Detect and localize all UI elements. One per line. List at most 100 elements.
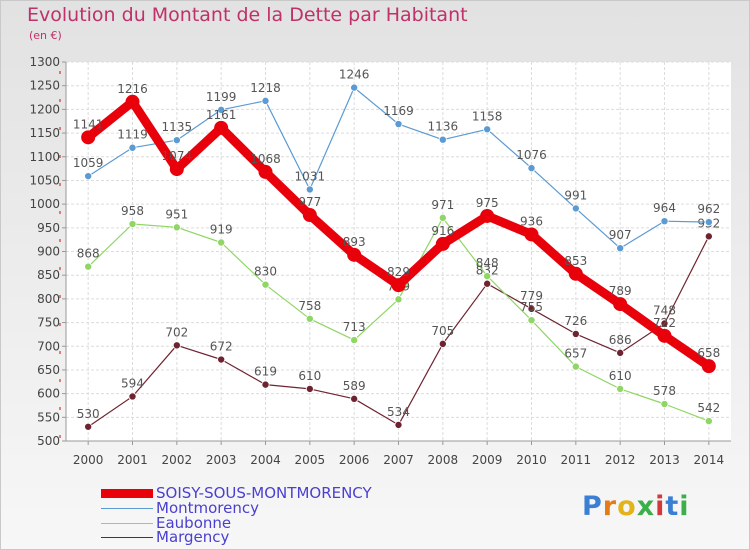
legend-swatch-margency [101,537,153,538]
data-point-eaubonne [527,316,536,325]
data-point-soisy-sous-montmorency [125,94,140,109]
data-point-eaubonne [394,295,403,304]
y-tick-label: 950 [37,221,60,235]
y-tick-label: 800 [37,292,60,306]
series-eaubonne: 8689589519198307587137999718487556576105… [77,198,720,426]
logo-letter: x [636,491,656,522]
data-point-montmorency [616,244,625,253]
data-label-eaubonne: 958 [121,204,144,218]
data-label-margency: 832 [476,264,499,278]
data-point-eaubonne [660,400,669,409]
data-label-montmorency: 1076 [516,148,547,162]
data-label-margency: 672 [210,340,233,354]
data-point-montmorency [350,83,359,92]
data-label-montmorency: 1031 [295,169,326,183]
data-label-eaubonne: 951 [165,207,188,221]
data-label-margency: 779 [520,289,543,303]
data-label-margency: 726 [564,314,587,328]
data-label-eaubonne: 830 [254,265,277,279]
data-label-soisy-sous-montmorency: 1161 [206,108,237,122]
data-label-eaubonne: 758 [298,299,321,313]
data-label-soisy-sous-montmorency: 936 [520,214,543,228]
data-point-eaubonne [483,272,492,281]
legend-label-soisy: SOISY-SOUS-MONTMORENCY [156,484,372,502]
data-label-soisy-sous-montmorency: 975 [476,196,499,210]
y-tick-label: 550 [37,410,60,424]
data-point-margency [350,394,359,403]
y-tick-label: 1150 [29,126,60,140]
data-label-soisy-sous-montmorency: 789 [609,284,632,298]
logo-letter: t [665,491,680,522]
x-tick-label: 2008 [428,453,459,467]
data-point-montmorency [305,185,314,194]
data-point-soisy-sous-montmorency [435,236,450,251]
data-point-soisy-sous-montmorency [81,130,96,145]
legend-item-margency: Margency [101,530,229,545]
data-label-margency: 610 [298,369,321,383]
data-point-eaubonne [217,238,226,247]
data-point-montmorency [172,136,181,145]
x-tick-label: 2004 [250,453,281,467]
data-point-montmorency [438,135,447,144]
data-label-eaubonne: 919 [210,222,233,236]
data-label-eaubonne: 657 [564,347,587,361]
data-point-soisy-sous-montmorency [524,227,539,242]
data-label-margency: 705 [431,324,454,338]
x-tick-label: 2010 [516,453,547,467]
legend-label-margency: Margency [156,528,230,546]
data-point-montmorency [527,164,536,173]
series-soisy-sous-montmorency: 1141 1216 1074 1161 1068 977 893 829 916 975 936 85… [73,82,720,374]
data-point-montmorency [394,120,403,129]
data-point-eaubonne [616,384,625,393]
data-point-eaubonne [261,280,270,289]
logo-letter: P [582,491,603,522]
data-label-montmorency: 1059 [73,156,104,170]
data-point-soisy-sous-montmorency [701,359,716,374]
data-point-eaubonne [350,336,359,345]
y-tick-label: 1000 [29,197,60,211]
data-label-margency: 589 [343,379,366,393]
data-label-soisy-sous-montmorency: 853 [564,254,587,268]
logo-letter: r [602,491,618,522]
data-label-montmorency: 964 [653,201,676,215]
data-label-soisy-sous-montmorency: 916 [431,224,454,238]
logo-letter: i [679,491,690,522]
y-tick-label: 1050 [29,173,60,187]
data-point-margency [394,420,403,429]
data-point-montmorency [128,143,137,152]
data-label-montmorency: 962 [697,202,720,216]
data-point-soisy-sous-montmorency [347,247,362,262]
data-point-margency [305,384,314,393]
legend-item-soisy: SOISY-SOUS-MONTMORENCY [101,486,372,501]
x-tick-label: 2014 [694,453,725,467]
y-tick-label: 1300 [29,55,60,69]
y-tick-label: 600 [37,387,60,401]
data-point-eaubonne [84,262,93,271]
data-point-soisy-sous-montmorency [214,120,229,135]
x-tick-label: 2005 [295,453,326,467]
data-label-montmorency: 1158 [472,109,503,123]
data-point-margency [438,339,447,348]
data-point-soisy-sous-montmorency [302,208,317,223]
x-tick-label: 2006 [339,453,370,467]
data-point-eaubonne [438,213,447,222]
data-label-montmorency: 1135 [162,120,193,134]
data-label-soisy-sous-montmorency: 1068 [250,152,281,166]
x-tick-label: 2013 [649,453,680,467]
x-tick-label: 2003 [206,453,237,467]
data-point-margency [704,232,713,241]
chart-title: Evolution du Montant de la Dette par Hab… [27,4,468,26]
data-label-margency: 702 [165,325,188,339]
data-label-soisy-sous-montmorency: 1141 [73,117,104,131]
x-tick-label: 2011 [561,453,592,467]
data-point-soisy-sous-montmorency [258,164,273,179]
data-label-margency: 686 [609,333,632,347]
data-point-montmorency [483,125,492,134]
data-point-margency [128,392,137,401]
data-point-montmorency [571,204,580,213]
y-tick-label: 1100 [29,150,60,164]
x-tick-label: 2002 [162,453,193,467]
data-label-margency: 748 [653,304,676,318]
y-tick-label: 750 [37,316,60,330]
